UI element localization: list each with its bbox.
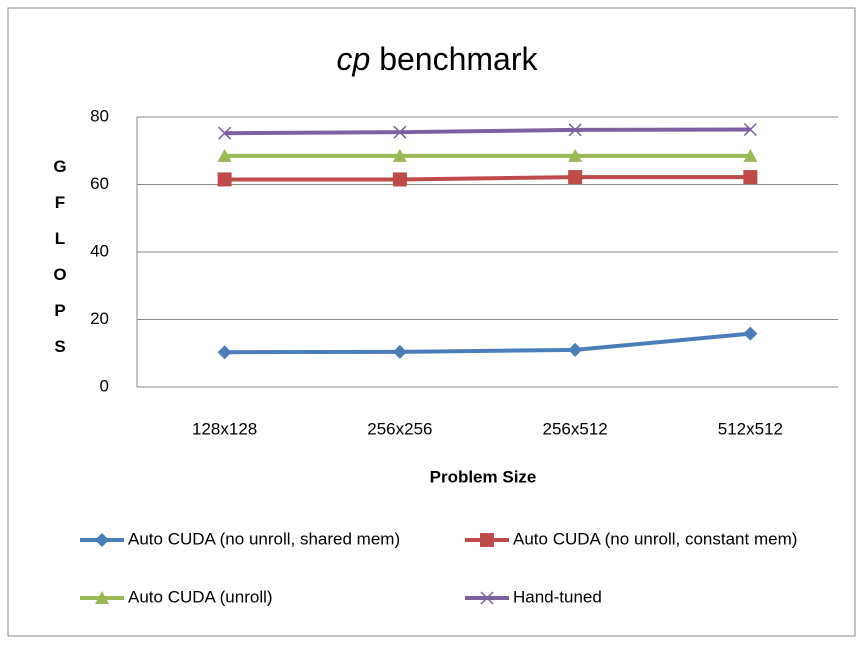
marker — [568, 148, 583, 162]
x-tick-label: 512x512 — [718, 419, 783, 438]
x-tick-label: 128x128 — [192, 419, 257, 438]
legend-label: Hand-tuned — [513, 587, 602, 606]
marker — [217, 345, 232, 360]
marker — [480, 591, 494, 605]
x-tick-label: 256x256 — [367, 419, 432, 438]
marker — [743, 170, 758, 185]
marker — [568, 170, 583, 185]
y-tick-label: 40 — [90, 241, 109, 260]
marker — [480, 533, 494, 547]
marker — [392, 344, 407, 359]
y-tick-label: 60 — [90, 174, 109, 193]
marker — [392, 172, 407, 187]
y-tick-label: 80 — [90, 106, 109, 125]
marker — [568, 342, 583, 357]
chart-border — [7, 7, 856, 637]
marker — [393, 125, 407, 139]
marker — [217, 148, 232, 162]
x-tick-label: 256x512 — [543, 419, 608, 438]
legend-label: Auto CUDA (no unroll, constant mem) — [513, 529, 797, 548]
series-line — [224, 331, 751, 355]
marker — [743, 326, 758, 341]
marker — [392, 148, 407, 162]
y-tick-label: 0 — [100, 376, 109, 395]
marker — [568, 123, 582, 137]
marker — [218, 126, 232, 140]
series-line — [224, 175, 751, 182]
y-tick-label: 20 — [90, 309, 109, 328]
legend-label: Auto CUDA (unroll) — [128, 587, 273, 606]
marker — [743, 148, 758, 162]
legend-label: Auto CUDA (no unroll, shared mem) — [128, 529, 400, 548]
marker — [95, 591, 109, 604]
chart-title: cp benchmark — [337, 41, 539, 77]
x-axis-label: Problem Size — [430, 467, 537, 486]
marker — [95, 533, 109, 547]
series-line — [224, 127, 751, 136]
marker — [217, 172, 232, 187]
marker — [743, 122, 757, 137]
